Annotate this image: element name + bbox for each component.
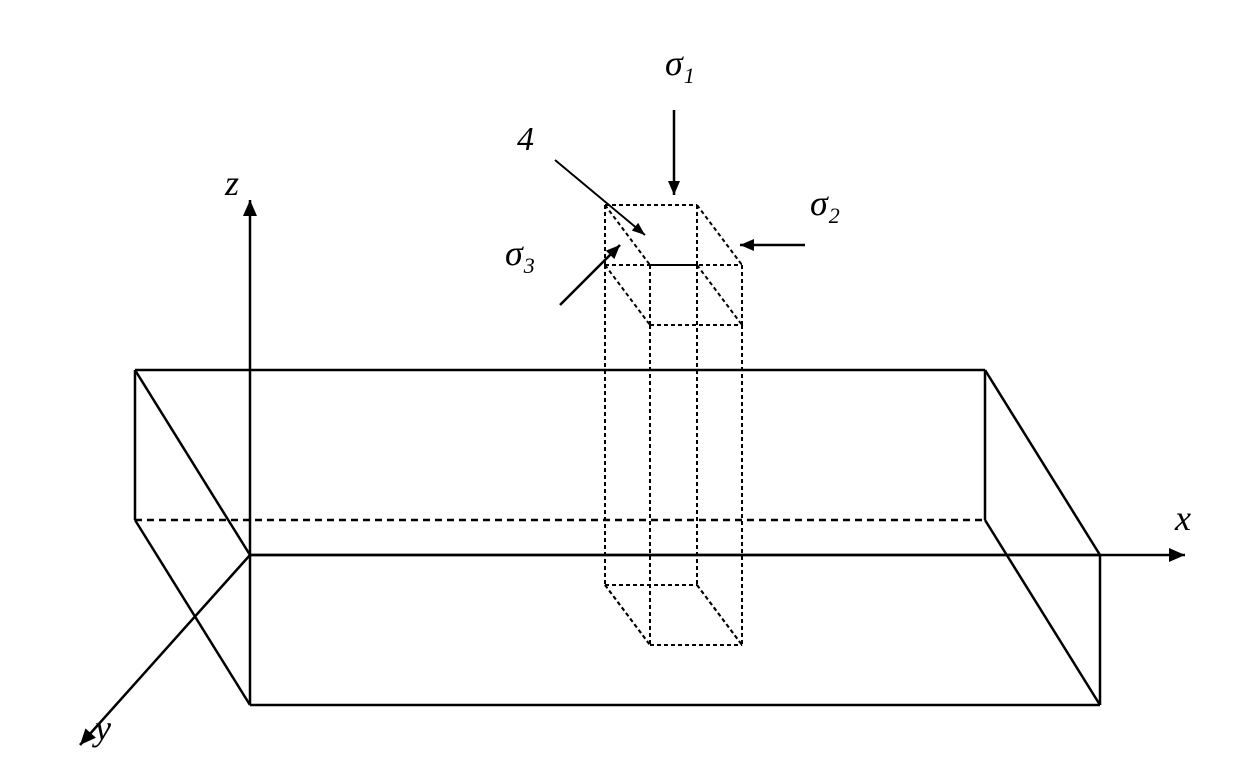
axis-x-label: x — [1174, 498, 1191, 538]
canvas-bg — [0, 0, 1240, 763]
callout-label: 4 — [517, 121, 534, 158]
axis-y-label: y — [92, 708, 111, 748]
axis-z-label: z — [224, 163, 239, 203]
